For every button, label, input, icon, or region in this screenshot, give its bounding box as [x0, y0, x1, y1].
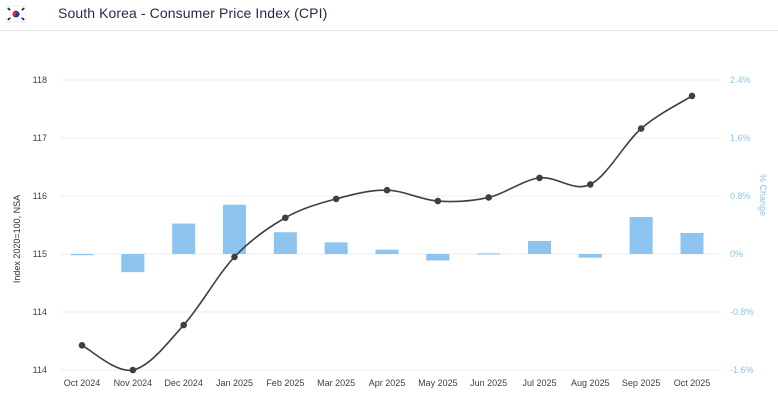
y-tick-label: 114: [33, 365, 47, 375]
change-bar: [121, 254, 145, 273]
y2-tick-label: -1.6%: [730, 365, 754, 375]
x-tick-label: Mar 2025: [317, 378, 355, 388]
change-bar: [324, 242, 348, 254]
y2-tick-label: -0.8%: [730, 307, 754, 317]
chart-area: 118 2.4% 117 1.6% 116 0.8% 115 0% 114 -0.8% 114 -1.…: [12, 75, 768, 388]
index-point: [434, 197, 442, 205]
change-bar: [477, 253, 501, 255]
y2-tick-label: 0.8%: [730, 191, 751, 201]
index-point: [383, 186, 391, 194]
x-tick-label: Sep 2025: [622, 378, 661, 388]
y2-tick-label: 2.4%: [730, 75, 751, 85]
x-tick-label: Dec 2024: [164, 378, 203, 388]
y-axis-label: Index 2020=100, NSA: [12, 195, 22, 283]
index-point: [485, 194, 492, 201]
index-point: [129, 366, 137, 374]
x-tick-label: Apr 2025: [369, 378, 406, 388]
x-tick-label: Jul 2025: [522, 378, 556, 388]
y-tick-label: 118: [33, 75, 47, 85]
x-tick-label: Jun 2025: [470, 378, 507, 388]
index-point: [332, 195, 340, 203]
index-point: [231, 253, 238, 261]
index-point: [536, 174, 543, 182]
x-tick-label: Nov 2024: [114, 378, 153, 388]
change-bar: [680, 232, 704, 254]
y2-axis-label: % Change: [758, 174, 768, 216]
chart-header: South Korea - Consumer Price Index (CPI): [0, 0, 778, 31]
index-point: [587, 181, 594, 188]
y-tick-label: 116: [33, 191, 47, 201]
y-tick-label: 117: [33, 133, 47, 143]
change-bar: [172, 223, 196, 254]
change-bar: [70, 254, 94, 256]
x-tick-label: Oct 2024: [64, 378, 101, 388]
index-point: [688, 92, 696, 100]
index-point: [282, 214, 289, 222]
change-bar: [629, 217, 653, 254]
x-tick-label: Aug 2025: [571, 378, 610, 388]
index-line: [78, 92, 696, 374]
change-bar: [223, 204, 246, 254]
change-bars: [70, 204, 704, 273]
x-tick-label: May 2025: [418, 378, 458, 388]
change-bar: [426, 254, 450, 261]
chart-title: South Korea - Consumer Price Index (CPI): [58, 5, 328, 21]
index-point: [180, 321, 187, 329]
index-point: [78, 342, 86, 349]
x-tick-label: Oct 2025: [674, 378, 711, 388]
change-bar: [273, 232, 297, 254]
south-korea-flag-icon: [6, 5, 26, 23]
change-bar: [578, 254, 602, 258]
grid-lines: [60, 79, 720, 371]
axes: 118 2.4% 117 1.6% 116 0.8% 115 0% 114 -0.8% 114 -1.…: [12, 75, 768, 388]
x-tick-label: Feb 2025: [266, 378, 304, 388]
y-tick-label: 114: [33, 307, 47, 317]
index-point: [637, 125, 645, 132]
y2-tick-label: 1.6%: [730, 133, 751, 143]
y-tick-label: 115: [33, 249, 47, 259]
y2-tick-label: 0%: [730, 249, 743, 259]
change-bar: [528, 240, 551, 254]
x-tick-label: Jan 2025: [216, 378, 253, 388]
change-bar: [375, 249, 399, 254]
